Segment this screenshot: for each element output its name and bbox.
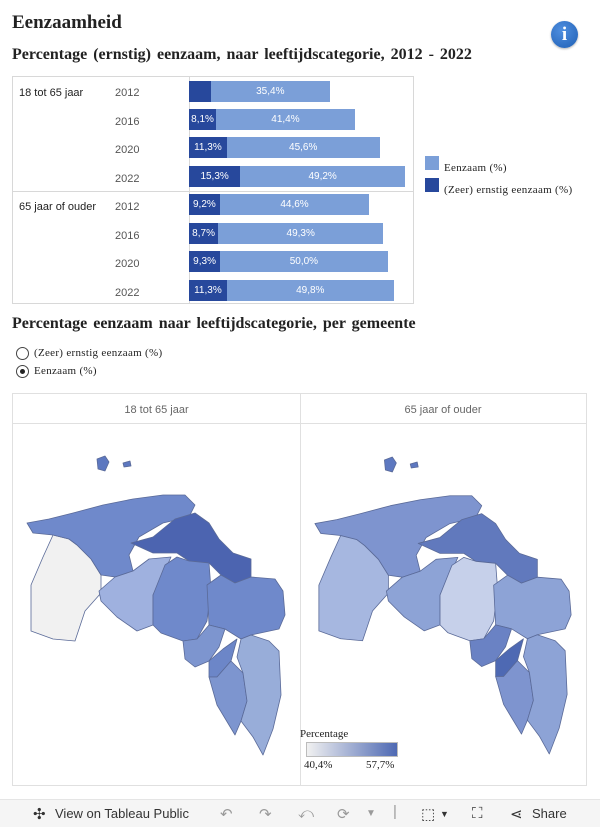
legend-swatch: [425, 156, 439, 170]
undo-icon[interactable]: ↶: [220, 806, 233, 823]
map-18-65[interactable]: [13, 425, 300, 786]
redo-icon[interactable]: ↷: [259, 806, 272, 823]
bar-ernstig-eenzaam[interactable]: 8,1%: [189, 109, 217, 130]
page-title: Eenzaamheid: [12, 12, 122, 33]
gemeente-noordwest[interactable]: [314, 495, 483, 578]
bar-eenzaam[interactable]: 35,4%: [211, 81, 330, 102]
gemeente-zuidoost[interactable]: [236, 634, 282, 756]
map-island[interactable]: [384, 456, 397, 473]
map-island[interactable]: [409, 461, 419, 469]
map-panel-header: 18 tot 65 jaar: [13, 394, 300, 424]
map-section-title: Percentage eenzaam naar leeftijdscategor…: [12, 315, 416, 332]
toolbar: ✣ View on Tableau Public ↶ ↷ ⤺ ⟳ ▼ | ⬚ ▼…: [0, 799, 600, 827]
radio-label: (Zeer) ernstig eenzaam (%): [34, 347, 163, 359]
bar-eenzaam[interactable]: 41,4%: [216, 109, 355, 130]
map-panel-header: 65 jaar of ouder: [300, 394, 586, 424]
group-divider: [13, 191, 413, 192]
bar-eenzaam[interactable]: 50,0%: [220, 251, 388, 272]
chevron-down-icon[interactable]: ▼: [440, 809, 449, 819]
legend-label: (Zeer) ernstig eenzaam (%): [444, 184, 573, 196]
color-scale-max: 57,7%: [366, 759, 395, 771]
radio-button[interactable]: [16, 347, 29, 360]
year-label: 2012: [115, 87, 140, 99]
legend-swatch: [425, 178, 439, 192]
bar-ernstig-eenzaam[interactable]: 11,3%: [189, 137, 227, 158]
year-label: 2022: [115, 287, 140, 299]
bar-eenzaam[interactable]: 49,8%: [226, 280, 394, 301]
bar-ernstig-eenzaam[interactable]: 9,3%: [189, 251, 221, 272]
color-scale-title: Percentage: [300, 728, 349, 740]
bar-ernstig-eenzaam[interactable]: [189, 81, 211, 102]
revert-icon[interactable]: ⤺: [298, 805, 315, 822]
year-label: 2020: [115, 144, 140, 156]
bar-ernstig-eenzaam[interactable]: 9,2%: [189, 194, 220, 215]
color-scale-min: 40,4%: [304, 759, 333, 771]
share-button[interactable]: Share: [532, 806, 567, 821]
chevron-down-icon[interactable]: ▼: [366, 808, 376, 819]
axis-line: [189, 77, 190, 303]
fullscreen-icon[interactable]: ⛶: [472, 805, 483, 822]
bar-ernstig-eenzaam[interactable]: 8,7%: [189, 223, 219, 244]
refresh-icon[interactable]: ⟳: [337, 806, 350, 823]
bar-chart-title: Percentage (ernstig) eenzaam, naar leeft…: [12, 46, 472, 63]
share-icon[interactable]: ⋖: [510, 806, 523, 823]
bar-eenzaam[interactable]: 49,3%: [218, 223, 384, 244]
bar-ernstig-eenzaam[interactable]: 11,3%: [189, 280, 227, 301]
map-panel: 18 tot 65 jaar 65 jaar of ouder: [12, 393, 587, 786]
year-label: 2022: [115, 173, 140, 185]
map-65-plus[interactable]: [301, 425, 586, 786]
radio-selected-dot: [20, 369, 25, 374]
map-island[interactable]: [96, 455, 110, 472]
color-scale-legend: Percentage 40,4% 57,7%: [300, 728, 398, 771]
toolbar-divider: |: [393, 803, 397, 820]
download-icon[interactable]: ⬚: [421, 806, 436, 823]
info-icon[interactable]: i: [551, 21, 578, 48]
gemeente-midden-zuid[interactable]: [469, 624, 512, 667]
tableau-logo-icon[interactable]: ✣: [33, 806, 46, 823]
year-label: 2020: [115, 258, 140, 270]
gemeente-zuidoost[interactable]: [523, 634, 568, 755]
group-label: 65 jaar of ouder: [19, 201, 97, 213]
year-label: 2016: [115, 230, 140, 242]
gemeente-noordwest[interactable]: [26, 494, 196, 578]
gemeente-midden-zuid[interactable]: [182, 624, 226, 668]
radio-label: Eenzaam (%): [34, 365, 97, 377]
gemeente-noordoost[interactable]: [417, 513, 538, 584]
bar-eenzaam[interactable]: 44,6%: [219, 194, 370, 215]
bar-chart: 18 tot 65 jaar 65 jaar of ouder 2012 201…: [12, 76, 414, 304]
year-label: 2012: [115, 201, 140, 213]
year-label: 2016: [115, 116, 140, 128]
gemeente-noordoost[interactable]: [130, 512, 252, 584]
map-island[interactable]: [122, 460, 132, 468]
bar-eenzaam[interactable]: 49,2%: [240, 166, 406, 187]
view-on-tableau-link[interactable]: View on Tableau Public: [55, 806, 189, 821]
map-divider: [300, 394, 301, 785]
radio-button[interactable]: [16, 365, 29, 378]
group-label: 18 tot 65 jaar: [19, 87, 84, 99]
bar-eenzaam[interactable]: 45,6%: [226, 137, 380, 158]
color-scale-bar: [306, 742, 398, 757]
bar-ernstig-eenzaam[interactable]: 15,3%: [189, 166, 241, 187]
legend-label: Eenzaam (%): [444, 162, 507, 174]
